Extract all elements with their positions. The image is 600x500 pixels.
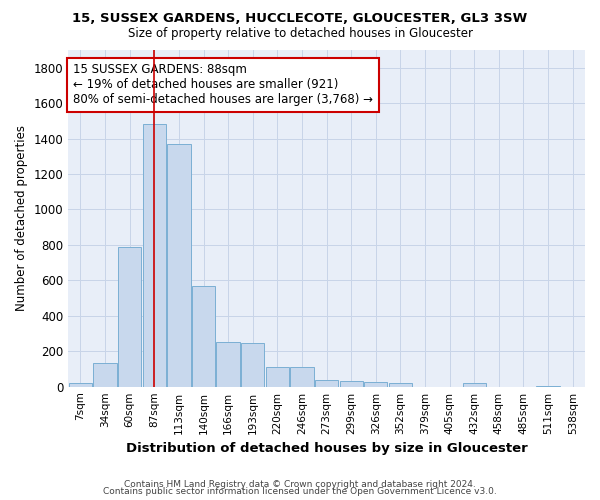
Bar: [94, 363, 117, 386]
Bar: [389, 383, 412, 386]
Bar: [315, 380, 338, 386]
X-axis label: Distribution of detached houses by size in Gloucester: Distribution of detached houses by size …: [126, 442, 527, 455]
Bar: [118, 246, 142, 386]
Bar: [290, 367, 314, 386]
Text: Size of property relative to detached houses in Gloucester: Size of property relative to detached ho…: [128, 28, 473, 40]
Text: Contains public sector information licensed under the Open Government Licence v3: Contains public sector information licen…: [103, 487, 497, 496]
Bar: [192, 286, 215, 386]
Bar: [340, 382, 363, 386]
Bar: [266, 367, 289, 386]
Bar: [364, 382, 388, 386]
Text: 15, SUSSEX GARDENS, HUCCLECOTE, GLOUCESTER, GL3 3SW: 15, SUSSEX GARDENS, HUCCLECOTE, GLOUCEST…: [73, 12, 527, 26]
Bar: [217, 342, 240, 386]
Bar: [463, 383, 486, 386]
Text: 15 SUSSEX GARDENS: 88sqm
← 19% of detached houses are smaller (921)
80% of semi-: 15 SUSSEX GARDENS: 88sqm ← 19% of detach…: [73, 64, 373, 106]
Bar: [143, 124, 166, 386]
Text: Contains HM Land Registry data © Crown copyright and database right 2024.: Contains HM Land Registry data © Crown c…: [124, 480, 476, 489]
Bar: [241, 344, 265, 386]
Bar: [167, 144, 191, 386]
Bar: [69, 383, 92, 386]
Y-axis label: Number of detached properties: Number of detached properties: [15, 126, 28, 312]
